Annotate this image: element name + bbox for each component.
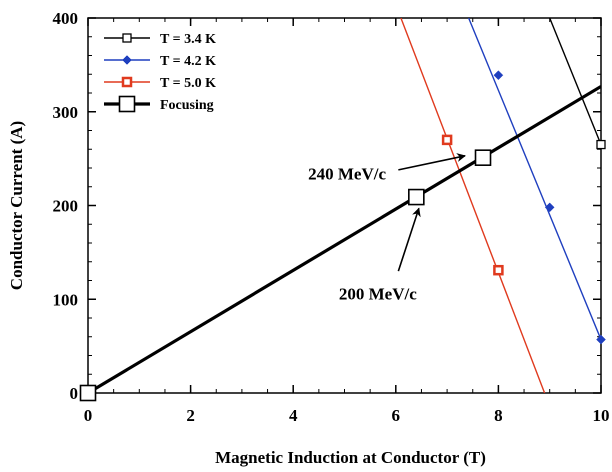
y-tick-label: 100 (53, 290, 79, 309)
x-tick-label: 6 (392, 406, 401, 425)
data-point (474, 149, 492, 166)
x-tick-label: 0 (84, 406, 93, 425)
annotation-arrow (398, 153, 466, 171)
legend-marker (122, 55, 132, 65)
series-line-1 (549, 18, 601, 145)
annotation-text: 240 MeV/c (308, 164, 386, 183)
y-tick-label: 400 (53, 9, 79, 28)
annotation-arrow (397, 207, 421, 272)
y-tick-label: 300 (53, 103, 79, 122)
y-tick-label: 200 (53, 197, 79, 216)
legend-marker (122, 33, 132, 43)
data-point (596, 334, 606, 345)
data-point (441, 134, 453, 146)
legend-marker (121, 76, 133, 88)
plot-area (88, 18, 601, 393)
legend-marker (118, 95, 136, 113)
series-line-2 (467, 18, 601, 340)
x-tick-label: 2 (186, 406, 195, 425)
x-axis-title: Magnetic Induction at Conductor (T) (215, 448, 486, 467)
legend-label: T = 5.0 K (160, 76, 216, 91)
y-tick-label: 0 (70, 384, 79, 403)
legend-label: T = 4.2 K (160, 54, 216, 69)
plot-frame (87, 17, 602, 394)
y-axis-title: Conductor Current (A) (7, 121, 26, 290)
annotation-text: 200 MeV/c (339, 284, 417, 303)
data-point (408, 188, 425, 206)
data-point (493, 264, 504, 276)
x-tick-label: 8 (494, 406, 503, 425)
data-point (596, 139, 606, 150)
legend-label: Focusing (160, 98, 214, 113)
x-tick-label: 4 (289, 406, 298, 425)
data-point (493, 70, 504, 81)
series-line-3 (400, 18, 546, 393)
x-tick-label: 10 (593, 406, 610, 425)
data-point (79, 384, 97, 402)
legend-label: T = 3.4 K (160, 32, 216, 47)
data-point (544, 202, 555, 213)
series-line-4 (88, 85, 601, 393)
